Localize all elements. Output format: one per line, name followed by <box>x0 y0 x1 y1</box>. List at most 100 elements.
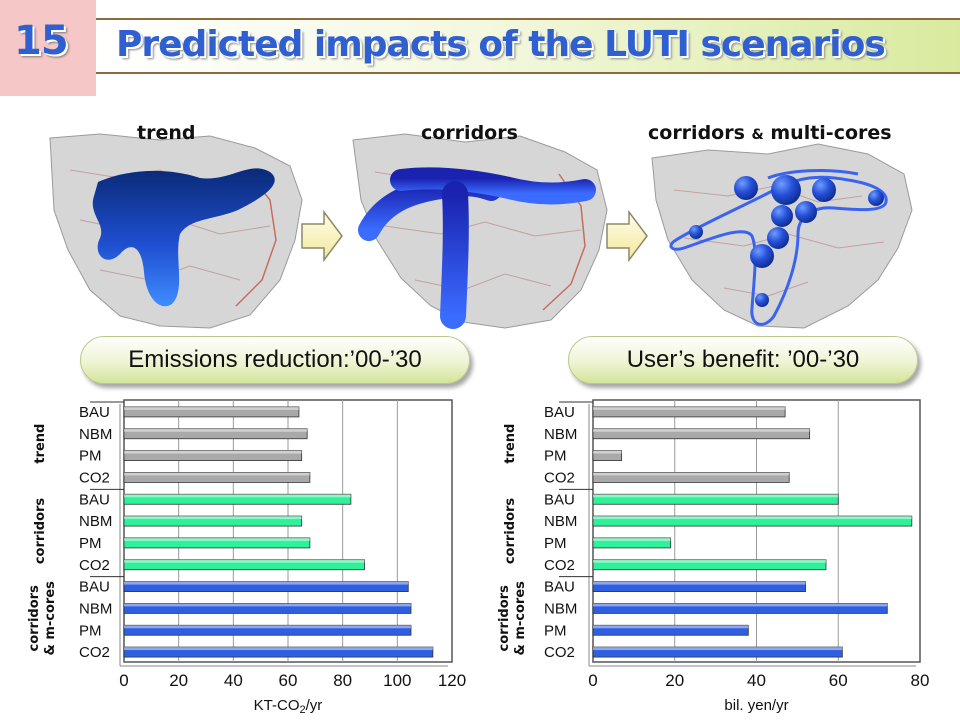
category-label: BAU <box>544 491 575 508</box>
bar-corridors-nbm <box>592 515 913 527</box>
city-map-multicores-icon <box>651 143 913 329</box>
bar-highlight <box>593 625 749 629</box>
title-band <box>96 20 960 72</box>
category-label: BAU <box>79 404 110 421</box>
bar-highlight <box>593 428 810 432</box>
bar-multicores-nbm <box>592 603 888 614</box>
city-map-blob-icon <box>49 133 303 329</box>
map-title-multicores-rest: multi-cores <box>770 122 892 144</box>
bar-highlight <box>124 472 310 476</box>
x-tick-label: 0 <box>588 671 597 690</box>
benefit-chart-svg: 0 20 40 60 80 bil. yen/yr BAU NBM PM CO2 trend BAU N… <box>497 399 930 714</box>
category-label: PM <box>79 535 102 552</box>
bar-multicores-bau <box>123 581 409 592</box>
x-axis-label: KT-CO2/yr <box>254 697 323 716</box>
x-tick-label: 80 <box>911 671 930 690</box>
x-axis-label: bil. yen/yr <box>724 697 788 714</box>
bar-highlight <box>593 581 806 585</box>
map-trend <box>40 130 310 330</box>
bar-multicores-bau <box>592 581 806 592</box>
category-label: CO2 <box>79 469 110 486</box>
benefit-chart: 0 20 40 60 80 bil. yen/yr BAU NBM PM CO2 trend BAU N… <box>480 392 950 716</box>
bar-highlight <box>593 494 839 498</box>
category-label: CO2 <box>544 469 575 486</box>
bar-highlight <box>593 603 888 607</box>
map-title-trend: trend <box>137 122 196 144</box>
bar-corridors-pm <box>123 537 311 549</box>
bar-trend-pm <box>592 450 623 461</box>
x-tick-label: 100 <box>383 671 411 690</box>
bar-highlight <box>124 537 310 541</box>
bar-highlight <box>124 625 411 629</box>
category-label: CO2 <box>544 644 575 661</box>
category-label: NBM <box>544 513 577 530</box>
group-label-multicores-line2: & m-cores <box>43 581 58 656</box>
bar-highlight <box>124 428 308 432</box>
category-label: BAU <box>79 579 110 596</box>
bar-corridors-bau <box>592 493 839 505</box>
category-label: BAU <box>79 491 110 508</box>
map-title-multicores: corridors & multi-cores <box>648 122 892 144</box>
chart-title-benefit: User’s benefit: ’00-’30 <box>568 336 918 384</box>
chart-title-emissions: Emissions reduction:’00-’30 <box>80 336 470 384</box>
title-rule-top <box>96 18 960 20</box>
group-label-multicores-line1: corridors <box>497 585 512 652</box>
category-label: PM <box>544 535 567 552</box>
emissions-chart-svg: 0 20 40 60 80 100 120 KT-CO2/yr BAU NBM PM CO2 trend… <box>27 399 466 716</box>
group-label-corridors: corridors <box>503 498 518 565</box>
slide-number: 15 <box>14 18 69 64</box>
bar-trend-bau <box>592 406 786 418</box>
x-tick-label: 120 <box>438 671 466 690</box>
bar-multicores-pm <box>592 624 749 636</box>
bar-highlight <box>593 559 826 563</box>
category-label: NBM <box>79 426 112 443</box>
bar-highlight <box>124 494 351 498</box>
bar-highlight <box>124 450 302 454</box>
bar-trend-pm <box>123 450 303 461</box>
category-label: BAU <box>544 404 575 421</box>
bar-highlight <box>593 537 671 541</box>
group-label-corridors: corridors <box>33 498 48 565</box>
x-tick-label: 40 <box>747 671 766 690</box>
bar-highlight <box>124 603 411 607</box>
x-tick-label: 20 <box>665 671 684 690</box>
group-label-trend: trend <box>503 424 518 464</box>
group-label-multicores-line2: & m-cores <box>513 581 528 656</box>
bar-corridors-pm <box>592 537 672 549</box>
x-tick-label: 20 <box>169 671 188 690</box>
bar-highlight <box>124 647 433 651</box>
bar-trend-co2 <box>123 472 311 483</box>
bar-trend-nbm <box>592 428 811 440</box>
bar-trend-co2 <box>592 472 790 483</box>
category-label: PM <box>544 448 567 465</box>
city-map-corridors-icon <box>352 133 608 329</box>
bar-corridors-co2 <box>592 559 827 571</box>
category-label: NBM <box>544 600 577 617</box>
bar-corridors-bau <box>123 493 352 505</box>
category-label: NBM <box>79 513 112 530</box>
bar-trend-nbm <box>123 428 308 440</box>
group-label-multicores-line1: corridors <box>27 585 42 652</box>
x-tick-label: 0 <box>119 671 128 690</box>
category-label: NBM <box>544 426 577 443</box>
category-label: CO2 <box>79 644 110 661</box>
bar-corridors-co2 <box>123 559 365 571</box>
bar-highlight <box>593 647 843 651</box>
map-corridors <box>345 130 615 330</box>
map-multicores <box>648 130 918 330</box>
arrow-right-icon <box>606 210 648 262</box>
bar-highlight <box>593 472 790 476</box>
category-label: CO2 <box>79 557 110 574</box>
category-label: NBM <box>79 600 112 617</box>
emissions-chart: 0 20 40 60 80 100 120 KT-CO2/yr BAU NBM PM CO2 trend… <box>0 392 470 716</box>
group-label-trend: trend <box>33 424 48 464</box>
map-title-corridors: corridors <box>421 122 518 144</box>
bar-multicores-co2 <box>592 646 843 658</box>
x-tick-label: 60 <box>279 671 298 690</box>
x-tick-label: 80 <box>333 671 352 690</box>
bar-multicores-nbm <box>123 603 412 614</box>
bar-multicores-pm <box>123 624 412 636</box>
slide-number-box: 15 <box>0 0 96 96</box>
title-rule-bottom <box>96 72 960 74</box>
category-label: CO2 <box>544 557 575 574</box>
